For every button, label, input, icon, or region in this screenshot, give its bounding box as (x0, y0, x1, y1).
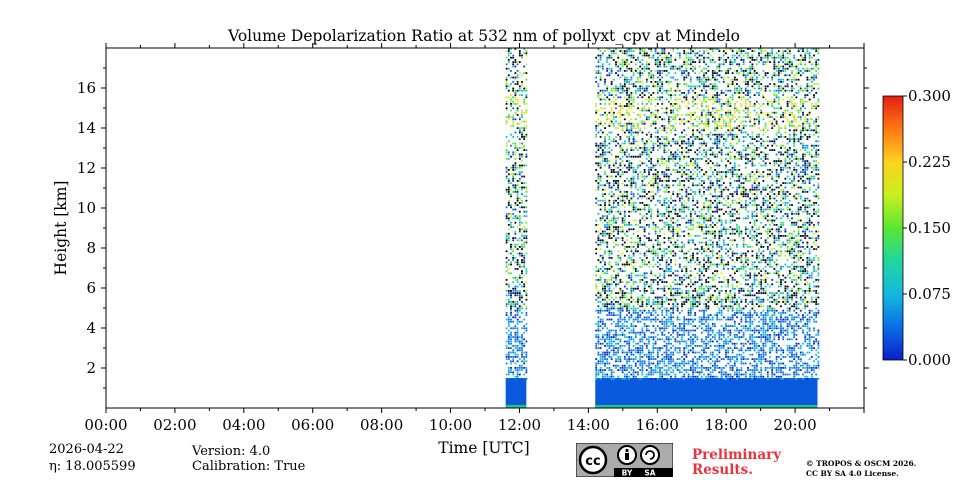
x-tick-label-3: 06:00 (291, 416, 334, 434)
preliminary-results-note: Preliminary Results. (692, 448, 781, 478)
footer-calibration: Calibration: True (192, 459, 306, 474)
surface-band (595, 405, 818, 408)
x-axis: 00:00 02:00 04:00 06:00 08:00 10:00 12:00 14:00… (84, 43, 865, 434)
colorbar-tick-label-2: 0.150 (908, 219, 951, 237)
sa-icon (640, 445, 660, 465)
copyright-line-2: CC BY SA 4.0 License. (806, 469, 899, 478)
depolarization-heatmap (505, 48, 820, 408)
x-tick-label-7: 14:00 (567, 416, 610, 434)
colorbar-tick-label-0: 0.000 (908, 351, 951, 369)
colorbar-tick-label-1: 0.075 (908, 285, 951, 303)
y-tick-label-5: 12 (77, 159, 96, 177)
x-tick-label-9: 18:00 (705, 416, 748, 434)
x-tick-label-5: 10:00 (429, 416, 472, 434)
y-tick-label-3: 8 (86, 239, 96, 257)
x-tick-label-4: 08:00 (360, 416, 403, 434)
y-tick-label-7: 16 (77, 79, 96, 97)
cc-icon (578, 445, 608, 475)
y-tick-label-1: 4 (86, 319, 96, 337)
x-tick-label-0: 00:00 (84, 416, 127, 434)
x-axis-label: Time [UTC] (438, 439, 529, 457)
footer-eta: η: 18.005599 (49, 459, 136, 474)
data-segment-0 (505, 48, 528, 408)
footer-version: Version: 4.0 (191, 444, 270, 459)
x-tick-label-6: 12:00 (498, 416, 541, 434)
boundary-layer-band (595, 378, 818, 408)
cc-by-sa-license-logo: cc BY SA (576, 443, 673, 477)
preliminary-line-2: Results. (692, 462, 753, 478)
colorbar (882, 95, 904, 361)
x-tick-label-8: 16:00 (636, 416, 679, 434)
y-axis-label: Height [km] (52, 181, 70, 276)
colorbar-tick-label-4: 0.300 (908, 87, 951, 105)
x-tick-label-2: 04:00 (222, 416, 265, 434)
preliminary-line-1: Preliminary (692, 447, 782, 463)
colorbar-axis: 0.000 0.075 0.150 0.225 0.300 (903, 87, 951, 369)
footer-date: 2026-04-22 (49, 442, 124, 457)
colorbar-tick-label-3: 0.225 (908, 153, 951, 171)
data-segment-1 (595, 48, 820, 408)
copyright-note: © TROPOS & OSCM 2026. CC BY SA 4.0 Licen… (806, 459, 916, 479)
y-tick-label-6: 14 (77, 119, 96, 137)
x-tick-label-1: 02:00 (153, 416, 196, 434)
y-tick-label-4: 10 (77, 199, 96, 217)
x-tick-label-10: 20:00 (773, 416, 816, 434)
copyright-line-1: © TROPOS & OSCM 2026. (806, 459, 917, 468)
y-tick-label-2: 6 (86, 279, 96, 297)
y-axis: 2 4 6 8 10 12 14 16 (77, 67, 869, 389)
boundary-layer-band (505, 378, 527, 408)
y-tick-label-0: 2 (86, 359, 96, 377)
surface-band (505, 405, 527, 408)
chart-title: Volume Depolarization Ratio at 532 nm of… (227, 27, 740, 45)
